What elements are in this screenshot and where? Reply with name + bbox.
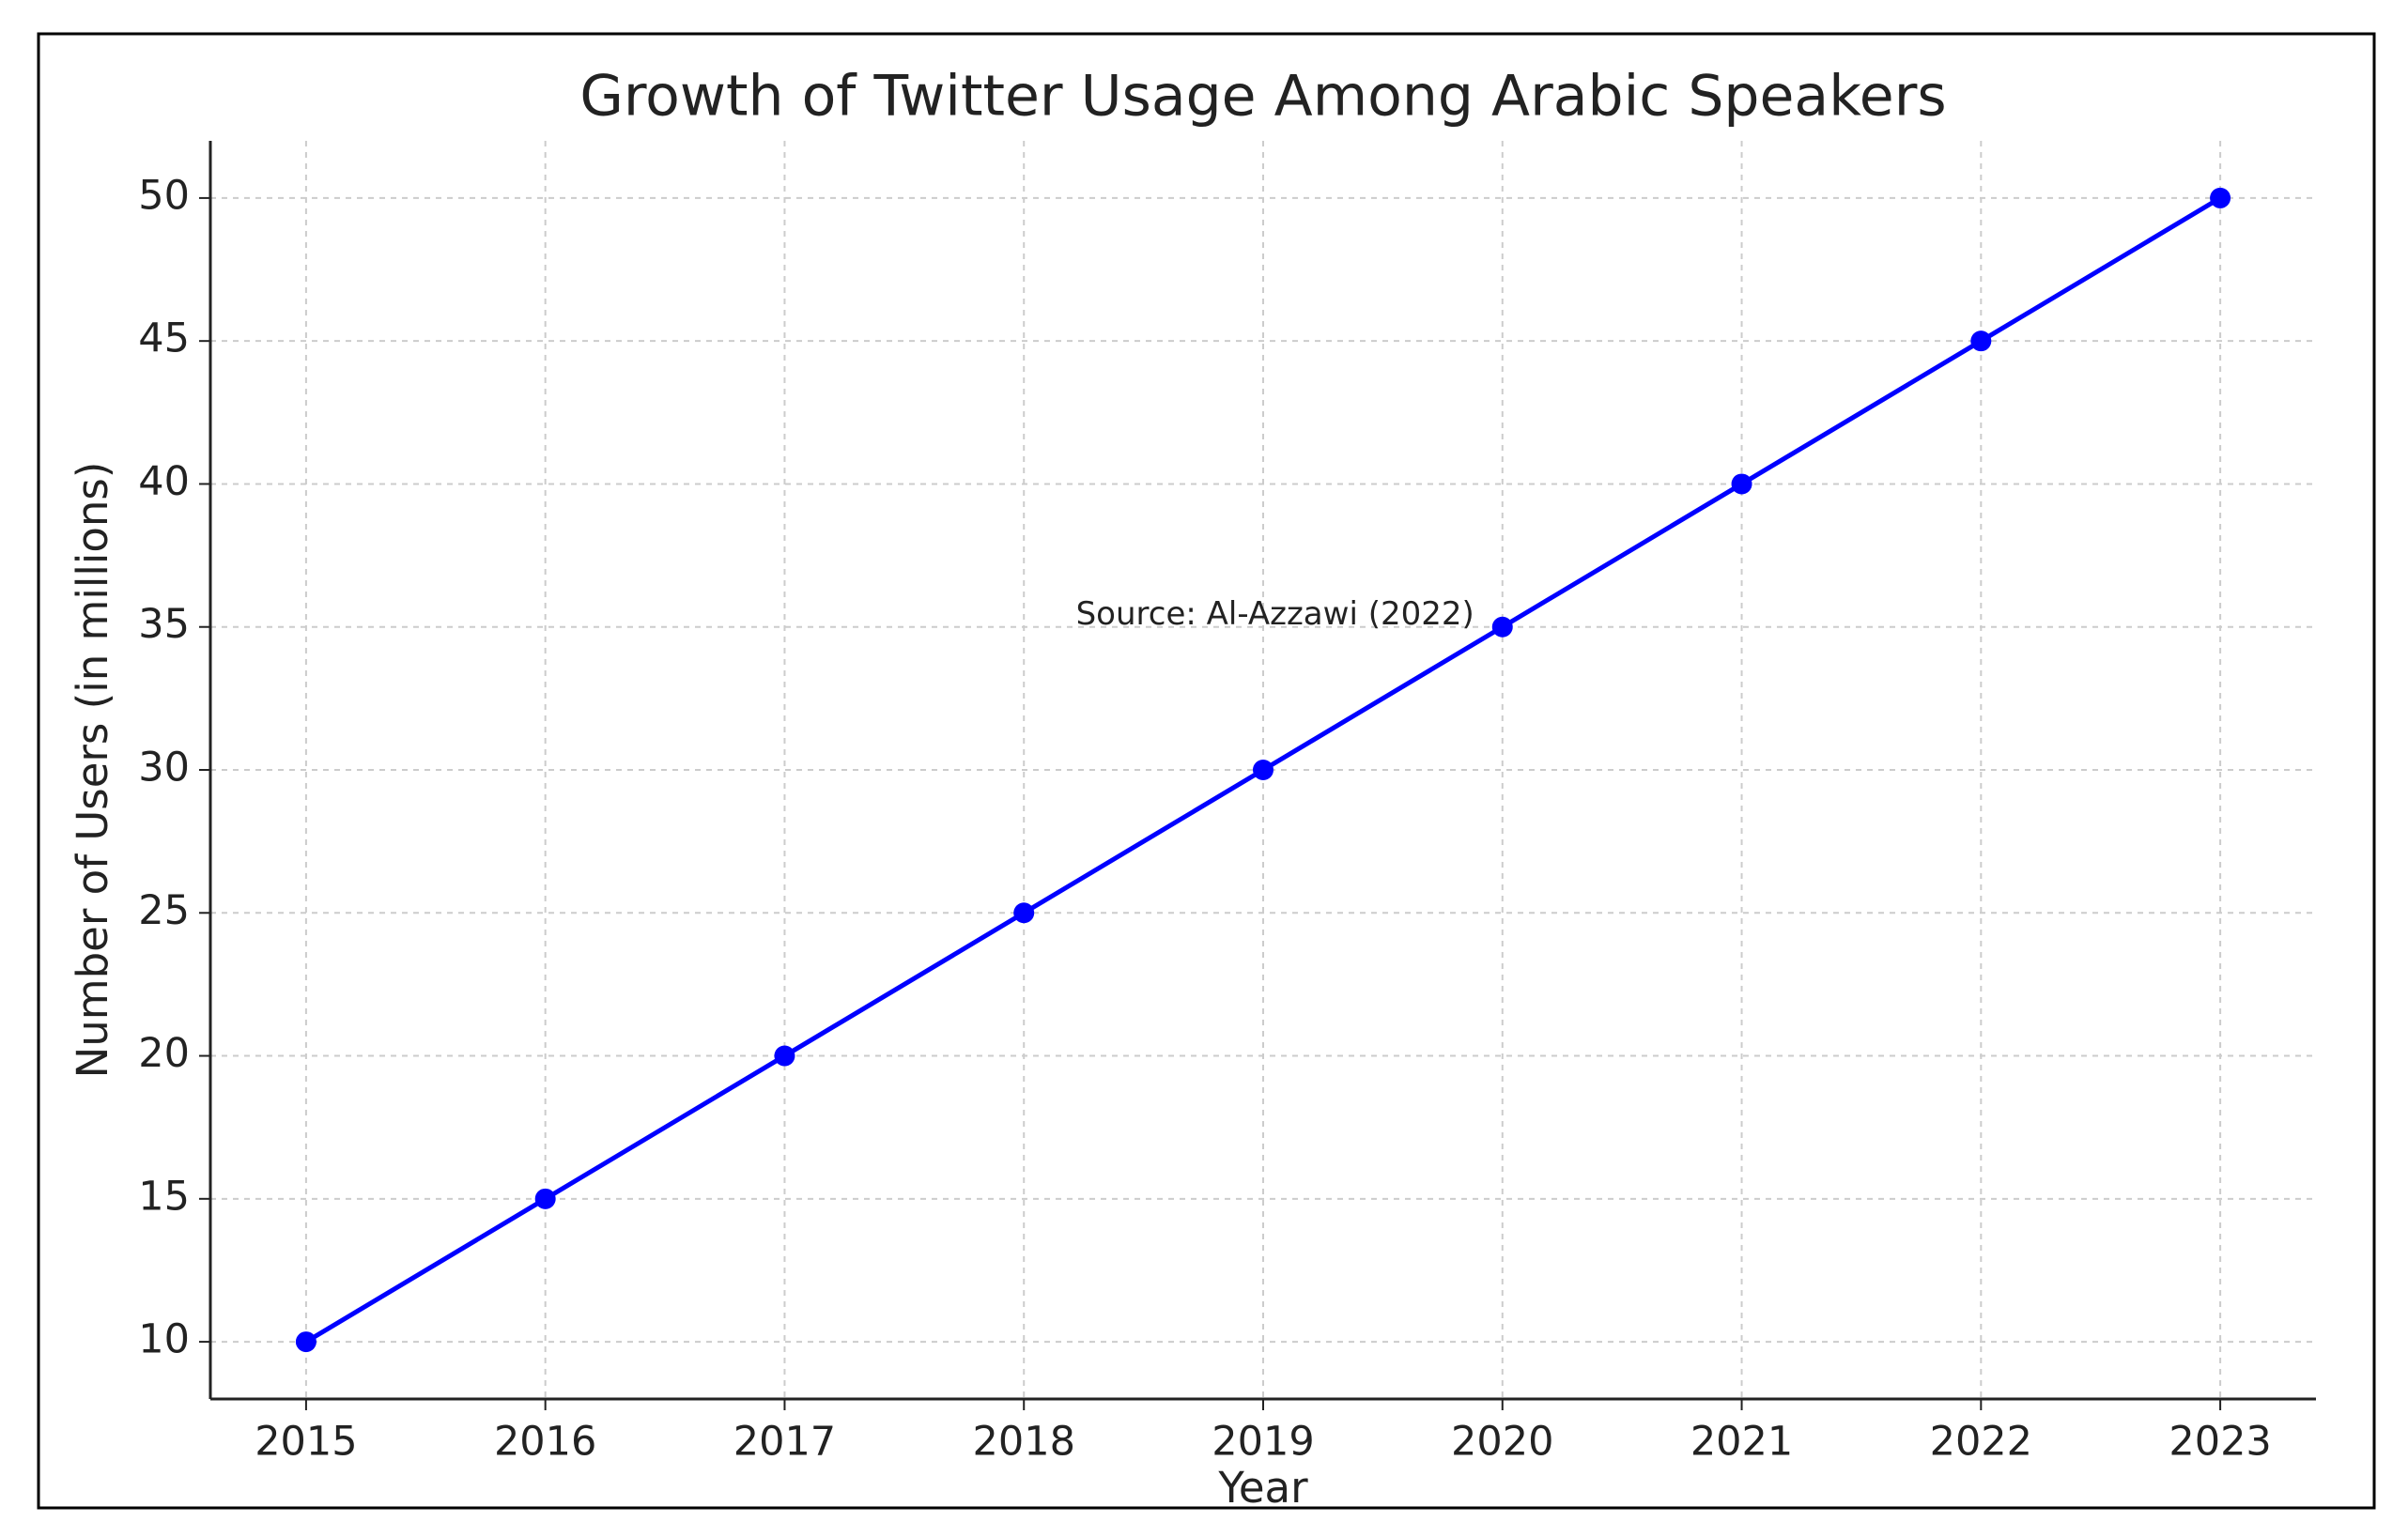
marker <box>1013 902 1035 924</box>
x-axis-label: Year <box>1217 1463 1308 1513</box>
x-tick-label: 2015 <box>255 1419 357 1466</box>
chart-title: Growth of Twitter Usage Among Arabic Spe… <box>579 64 1946 130</box>
x-tick-label: 2023 <box>2169 1419 2271 1466</box>
y-tick-label: 20 <box>138 1030 190 1077</box>
x-tick-label: 2018 <box>973 1419 1075 1466</box>
marker <box>295 1331 316 1353</box>
marker <box>534 1188 556 1209</box>
y-axis-label: Number of Users (in millions) <box>68 462 117 1079</box>
marker <box>1491 616 1513 638</box>
marker <box>1731 473 1752 495</box>
y-tick-label: 45 <box>138 315 190 362</box>
y-tick-label: 10 <box>138 1316 190 1363</box>
x-tick-label: 2019 <box>1212 1419 1314 1466</box>
y-tick-label: 35 <box>138 601 190 648</box>
plot <box>295 187 2231 1353</box>
x-tick-label: 2021 <box>1690 1419 1793 1466</box>
y-tick-label: 30 <box>138 745 190 792</box>
grid <box>210 141 2316 1399</box>
x-tick-label: 2020 <box>1451 1419 1553 1466</box>
x-tick-label: 2017 <box>733 1419 836 1466</box>
y-tick-label: 15 <box>138 1173 190 1220</box>
marker <box>2210 187 2231 208</box>
marker <box>774 1045 795 1067</box>
y-tick-label: 50 <box>138 172 190 219</box>
y-tick-label: 25 <box>138 887 190 934</box>
marker <box>1253 760 1273 780</box>
y-tick-label: 40 <box>138 458 190 505</box>
x-tick-label: 2016 <box>494 1419 596 1466</box>
x-tick-label: 2022 <box>1930 1419 2032 1466</box>
marker <box>1970 330 1992 352</box>
annotation: Source: Al-Azzawi (2022) <box>1076 595 1474 633</box>
